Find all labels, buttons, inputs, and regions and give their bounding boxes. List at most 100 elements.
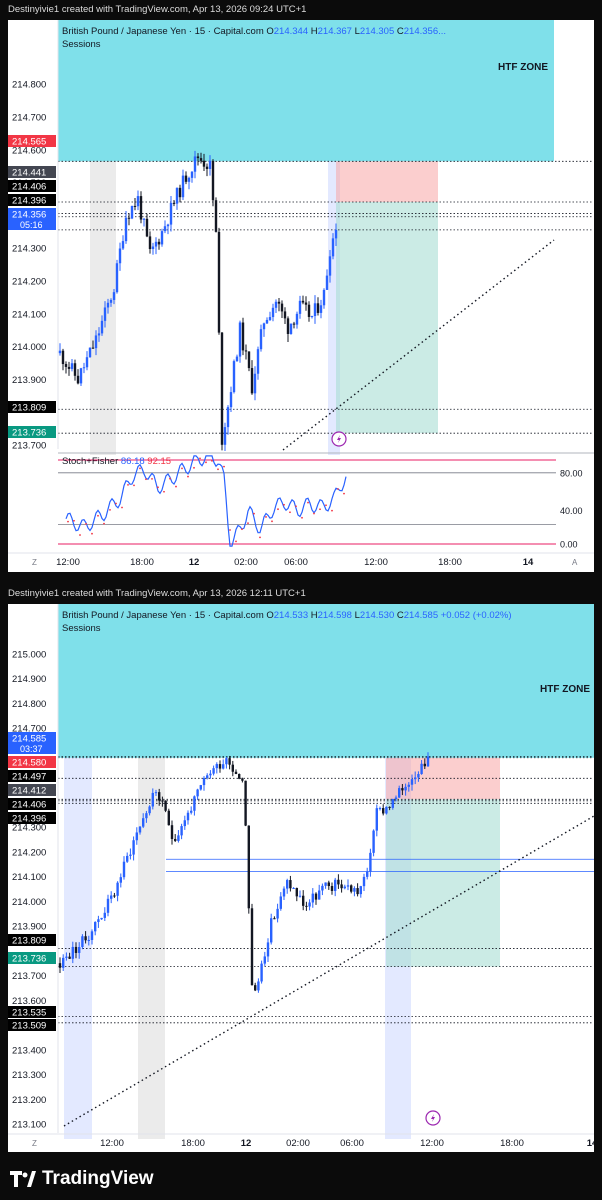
fisher-dot xyxy=(205,461,207,464)
y-tick-label: 213.200 xyxy=(12,1095,46,1106)
fisher-dot xyxy=(325,504,327,507)
y-tick-label: 214.000 xyxy=(12,342,46,353)
price-badge: 213.535 xyxy=(8,1006,56,1019)
price-axis xyxy=(8,604,58,1133)
candle-body xyxy=(334,879,337,891)
candle-body xyxy=(87,939,90,941)
candle-body xyxy=(327,882,330,887)
fisher-dot xyxy=(169,477,171,480)
x-tick-label: 06:00 xyxy=(340,1138,364,1149)
fisher-dot xyxy=(301,516,303,519)
y-tick-label: 213.600 xyxy=(12,996,46,1007)
candle-body xyxy=(256,349,260,374)
candle-body xyxy=(135,832,138,841)
chart-panel-1[interactable]: HTF ZONE214.800214.700214.600214.500214.… xyxy=(8,20,594,572)
legend-ohlc-value: 214.356... xyxy=(404,26,446,37)
price-badge-bg xyxy=(8,426,56,438)
price-badge-text: 213.809 xyxy=(12,403,46,414)
y-tick-label: 214.800 xyxy=(12,699,46,710)
legend-ohlc-value: 214.585 xyxy=(404,610,441,621)
candle-body xyxy=(226,407,230,428)
candle-body xyxy=(142,218,146,220)
tradingview-logo-icon xyxy=(10,1171,36,1187)
tradingview-logo[interactable]: TradingView xyxy=(10,1168,154,1190)
indicator-value-2: 92.15 xyxy=(147,456,171,467)
legend-ohlc-key: H xyxy=(311,610,318,621)
candle-body xyxy=(94,922,97,932)
candle-body xyxy=(388,806,391,808)
candle-body xyxy=(260,963,263,982)
chart-2-svg[interactable]: HTF ZONE215.000214.900214.800214.700214.… xyxy=(8,604,594,1152)
price-badge-text: 214.580 xyxy=(12,758,46,769)
candle-body xyxy=(178,187,182,198)
candle-body xyxy=(211,160,215,201)
fisher-dot xyxy=(133,484,135,487)
candle-body xyxy=(292,323,296,325)
candle-body xyxy=(308,902,311,907)
chart-1-svg[interactable]: HTF ZONE214.800214.700214.600214.500214.… xyxy=(8,20,594,572)
candle-body xyxy=(129,854,132,856)
price-badge: 214.580 xyxy=(8,756,56,769)
price-badge: 213.509 xyxy=(8,1019,56,1032)
y-tick-label: 215.000 xyxy=(12,649,46,660)
candle-body xyxy=(234,771,238,775)
candle-body xyxy=(247,351,251,369)
price-badge-text: 213.509 xyxy=(12,1021,46,1032)
legend-line: British Pound / Japanese Yen · 15 · Capi… xyxy=(62,610,512,621)
candle-body xyxy=(241,778,244,781)
candle-body xyxy=(292,888,295,890)
legend-ohlc-value: 214.530 xyxy=(360,610,397,621)
candle-body xyxy=(145,218,149,237)
candle-body xyxy=(116,882,119,896)
candle-body xyxy=(121,241,125,249)
candle-body xyxy=(274,301,278,308)
price-badge-bg xyxy=(8,208,56,230)
price-badge: 214.565 xyxy=(8,135,56,148)
candle-body xyxy=(186,812,190,821)
fisher-dot xyxy=(139,467,141,470)
y-tick-label: 214.300 xyxy=(12,823,46,834)
candle-body xyxy=(359,886,362,895)
candle-body xyxy=(58,350,62,354)
legend-ohlc-value: 214.533 xyxy=(274,610,311,621)
footer: TradingView xyxy=(0,1160,602,1200)
candle-body xyxy=(330,886,334,891)
candle-body xyxy=(97,919,100,923)
price-badge-text: 214.396 xyxy=(12,814,46,825)
candle-body xyxy=(321,885,324,891)
legend-ohlc-value: 214.598 xyxy=(318,610,355,621)
htf-zone xyxy=(58,20,554,162)
chart-panel-2[interactable]: HTF ZONE 215.000 214.900 214.800 214.700 214.… xyxy=(8,604,594,1152)
price-badge-text: 213.736 xyxy=(12,954,46,965)
candle-body xyxy=(298,895,302,897)
fisher-dot xyxy=(97,514,99,517)
fisher-dot xyxy=(103,522,105,525)
candle-body xyxy=(58,963,62,968)
price-badge-bg xyxy=(8,166,56,178)
legend-ohlc-key: L xyxy=(355,610,360,621)
candle-body xyxy=(71,946,74,959)
fisher-dot xyxy=(277,508,279,511)
candle-body xyxy=(385,806,388,814)
candle-body xyxy=(319,305,323,313)
candle-body xyxy=(209,773,212,776)
candle-body xyxy=(401,788,404,791)
price-badge-text: 214.406 xyxy=(12,800,46,811)
candle-body xyxy=(136,196,140,207)
legend-ohlc-value: 214.305 xyxy=(360,26,397,37)
price-axis xyxy=(8,20,58,449)
y-tick-label: 214.100 xyxy=(12,309,46,320)
candle-body xyxy=(289,880,292,889)
candle-body xyxy=(231,764,234,772)
price-badge-text: 214.412 xyxy=(12,786,46,797)
candle-body xyxy=(110,895,113,899)
fisher-dot xyxy=(265,516,267,518)
price-badge-text: 213.736 xyxy=(12,428,46,439)
legend-ohlc-key: C xyxy=(397,26,404,37)
candle-body xyxy=(282,888,286,897)
indicator-level-label: 80.00 xyxy=(560,468,583,478)
candle-body xyxy=(85,357,89,368)
candle-body xyxy=(247,825,250,909)
candle-body xyxy=(369,852,372,872)
price-badge-bg xyxy=(8,934,56,946)
